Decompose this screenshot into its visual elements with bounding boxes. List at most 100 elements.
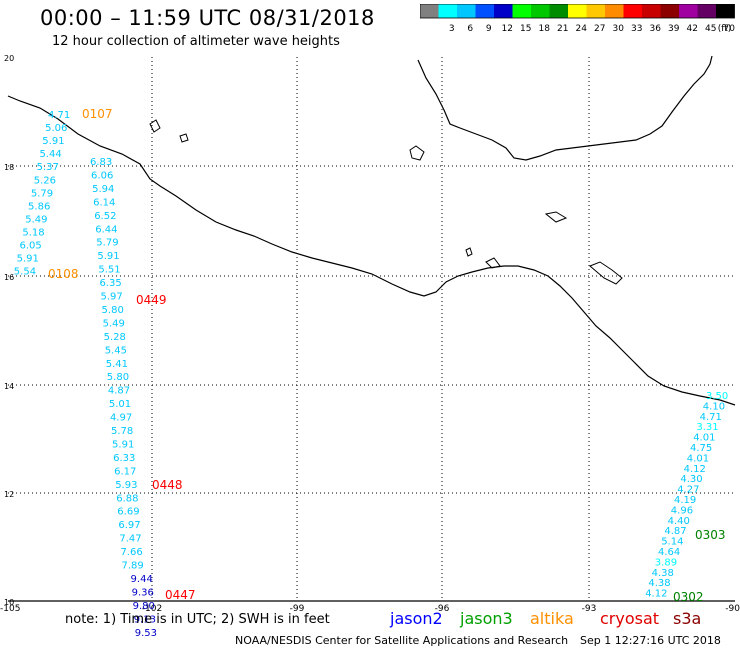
swh-value-label: 5.28 — [104, 332, 126, 343]
swh-value-label: 3.50 — [706, 391, 728, 402]
colorbar-tick-label: 15 — [520, 24, 531, 34]
swh-value-label: 4.12 — [684, 464, 706, 475]
page-subtitle: 12 hour collection of altimeter wave hei… — [52, 34, 340, 49]
colorbar-tick-label: 30 — [613, 24, 625, 34]
mexico-pacific-coastline — [7, 95, 736, 406]
coast-inlet — [589, 261, 623, 285]
swh-value-label: 5.14 — [661, 537, 683, 548]
colorbar-swatch — [512, 4, 531, 18]
swh-value-label: 9.53 — [135, 628, 157, 639]
swh-value-label: 4.64 — [658, 547, 680, 558]
longitude-label: -99 — [290, 604, 305, 614]
pass-time-label: 0303 — [695, 528, 726, 542]
colorbar-tick-label: 45 — [705, 24, 716, 34]
legend-altika: altika — [530, 609, 574, 628]
swh-value-label: 5.51 — [98, 265, 120, 276]
swh-value-label: 5.41 — [106, 359, 128, 370]
swh-value-label: 5.18 — [22, 227, 44, 238]
swh-value-label: 3.31 — [696, 422, 718, 433]
swh-value-label: 4.71 — [48, 110, 70, 121]
latitude-label: 20 — [4, 54, 14, 63]
coast-inlet — [544, 211, 568, 223]
colorbar-tick-label: 3 — [449, 24, 455, 34]
swh-value-label: 9.44 — [131, 574, 153, 585]
latitude-label: 16 — [4, 273, 14, 282]
gulf-coastline — [417, 55, 713, 161]
swh-value-label: 6.14 — [93, 197, 115, 208]
colorbar-tick-label: 39 — [668, 24, 680, 34]
legend-jason2: jason2 — [390, 609, 443, 628]
swh-value-label: 4.01 — [687, 453, 709, 464]
swh-value-label: 9.80 — [133, 601, 155, 612]
swh-value-label: 5.91 — [112, 439, 134, 450]
colorbar-tick-label: 42 — [687, 24, 698, 34]
swh-value-label: 6.88 — [116, 493, 138, 504]
coast-inlet — [409, 145, 425, 161]
coast-inlet — [485, 257, 501, 269]
swh-value-label: 5.79 — [96, 238, 118, 249]
swh-value-label: 6.44 — [95, 224, 117, 235]
swh-value-label: 5.97 — [101, 292, 123, 303]
swh-value-label: 6.97 — [118, 520, 140, 531]
latitude-label: 12 — [4, 490, 14, 499]
swh-value-label: 4.38 — [652, 568, 674, 579]
colorbar-tick-label: 33 — [631, 24, 642, 34]
colorbar-swatch — [679, 4, 698, 18]
swh-value-label: 5.01 — [109, 399, 131, 410]
colorbar-tick-label: 27 — [594, 24, 605, 34]
credit-line: NOAA/NESDIS Center for Satellite Applica… — [235, 634, 569, 647]
legend-jason3: jason3 — [460, 609, 513, 628]
colorbar-swatch — [457, 4, 476, 18]
colorbar-tick-label: 6 — [467, 24, 473, 34]
colorbar-swatch — [568, 4, 587, 18]
map-gridlines — [8, 57, 735, 602]
swh-value-label: 9.36 — [132, 587, 154, 598]
latitude-label: 14 — [4, 382, 14, 391]
swh-value-label: 6.05 — [20, 241, 42, 252]
colorbar-swatch — [697, 4, 716, 18]
swh-value-label: 4.97 — [110, 413, 132, 424]
swh-value-label: 4.12 — [645, 589, 667, 600]
longitude-label: -105 — [0, 604, 20, 614]
swh-track-c: 3.504.104.713.314.014.754.014.124.304.27… — [645, 391, 728, 600]
swh-value-label: 5.44 — [39, 149, 61, 160]
pass-time-label: 0108 — [48, 267, 79, 281]
colorbar-swatch — [494, 4, 513, 18]
swh-value-label: 4.10 — [703, 401, 725, 412]
swh-value-label: 4.19 — [674, 495, 696, 506]
colorbar-tick-label: 24 — [576, 24, 588, 34]
axis-labels: 20 18 16 14 12 10-105 -102 -99 -96 -93 -90 — [0, 54, 740, 614]
pass-time-label: 0302 — [673, 590, 704, 604]
swh-value-label: 5.91 — [17, 254, 39, 265]
swh-value-label: 5.91 — [97, 251, 119, 262]
swh-value-label: 6.83 — [90, 157, 112, 168]
generated-timestamp: Sep 1 12:27:16 UTC 2018 — [580, 634, 721, 647]
swh-value-label: 7.89 — [122, 561, 144, 572]
colorbar-tick-label: 18 — [539, 24, 551, 34]
swh-value-label: 5.37 — [37, 162, 59, 173]
swh-value-label: 7.47 — [119, 534, 141, 545]
colorbar-tick-label: 36 — [650, 24, 662, 34]
longitude-label: -93 — [582, 604, 597, 614]
colorbar-tick-label: 9 — [486, 24, 492, 34]
coast-inlet — [149, 119, 161, 133]
swh-value-label: 4.75 — [690, 443, 712, 454]
coast-inlet — [465, 247, 473, 257]
legend-s3a: s3a — [673, 609, 702, 628]
longitude-label: -96 — [435, 604, 450, 614]
swh-value-label: 5.45 — [105, 345, 127, 356]
swh-value-label: 5.80 — [107, 372, 129, 383]
swh-value-label: 3.89 — [655, 557, 677, 568]
swh-value-label: 5.49 — [25, 214, 47, 225]
swh-value-label: 6.06 — [91, 170, 113, 181]
colorbar-tick-label: 21 — [557, 24, 568, 34]
longitude-label: -90 — [725, 604, 740, 614]
colorbar-swatch — [642, 4, 661, 18]
colorbar-swatch — [475, 4, 494, 18]
swh-value-label: 4.38 — [648, 578, 670, 589]
swh-value-label: 4.30 — [680, 474, 702, 485]
swh-value-label: 5.49 — [103, 318, 125, 329]
swh-value-label: 6.69 — [117, 507, 139, 518]
legend-cryosat: cryosat — [600, 609, 660, 628]
latitude-label: 10 — [4, 598, 14, 607]
